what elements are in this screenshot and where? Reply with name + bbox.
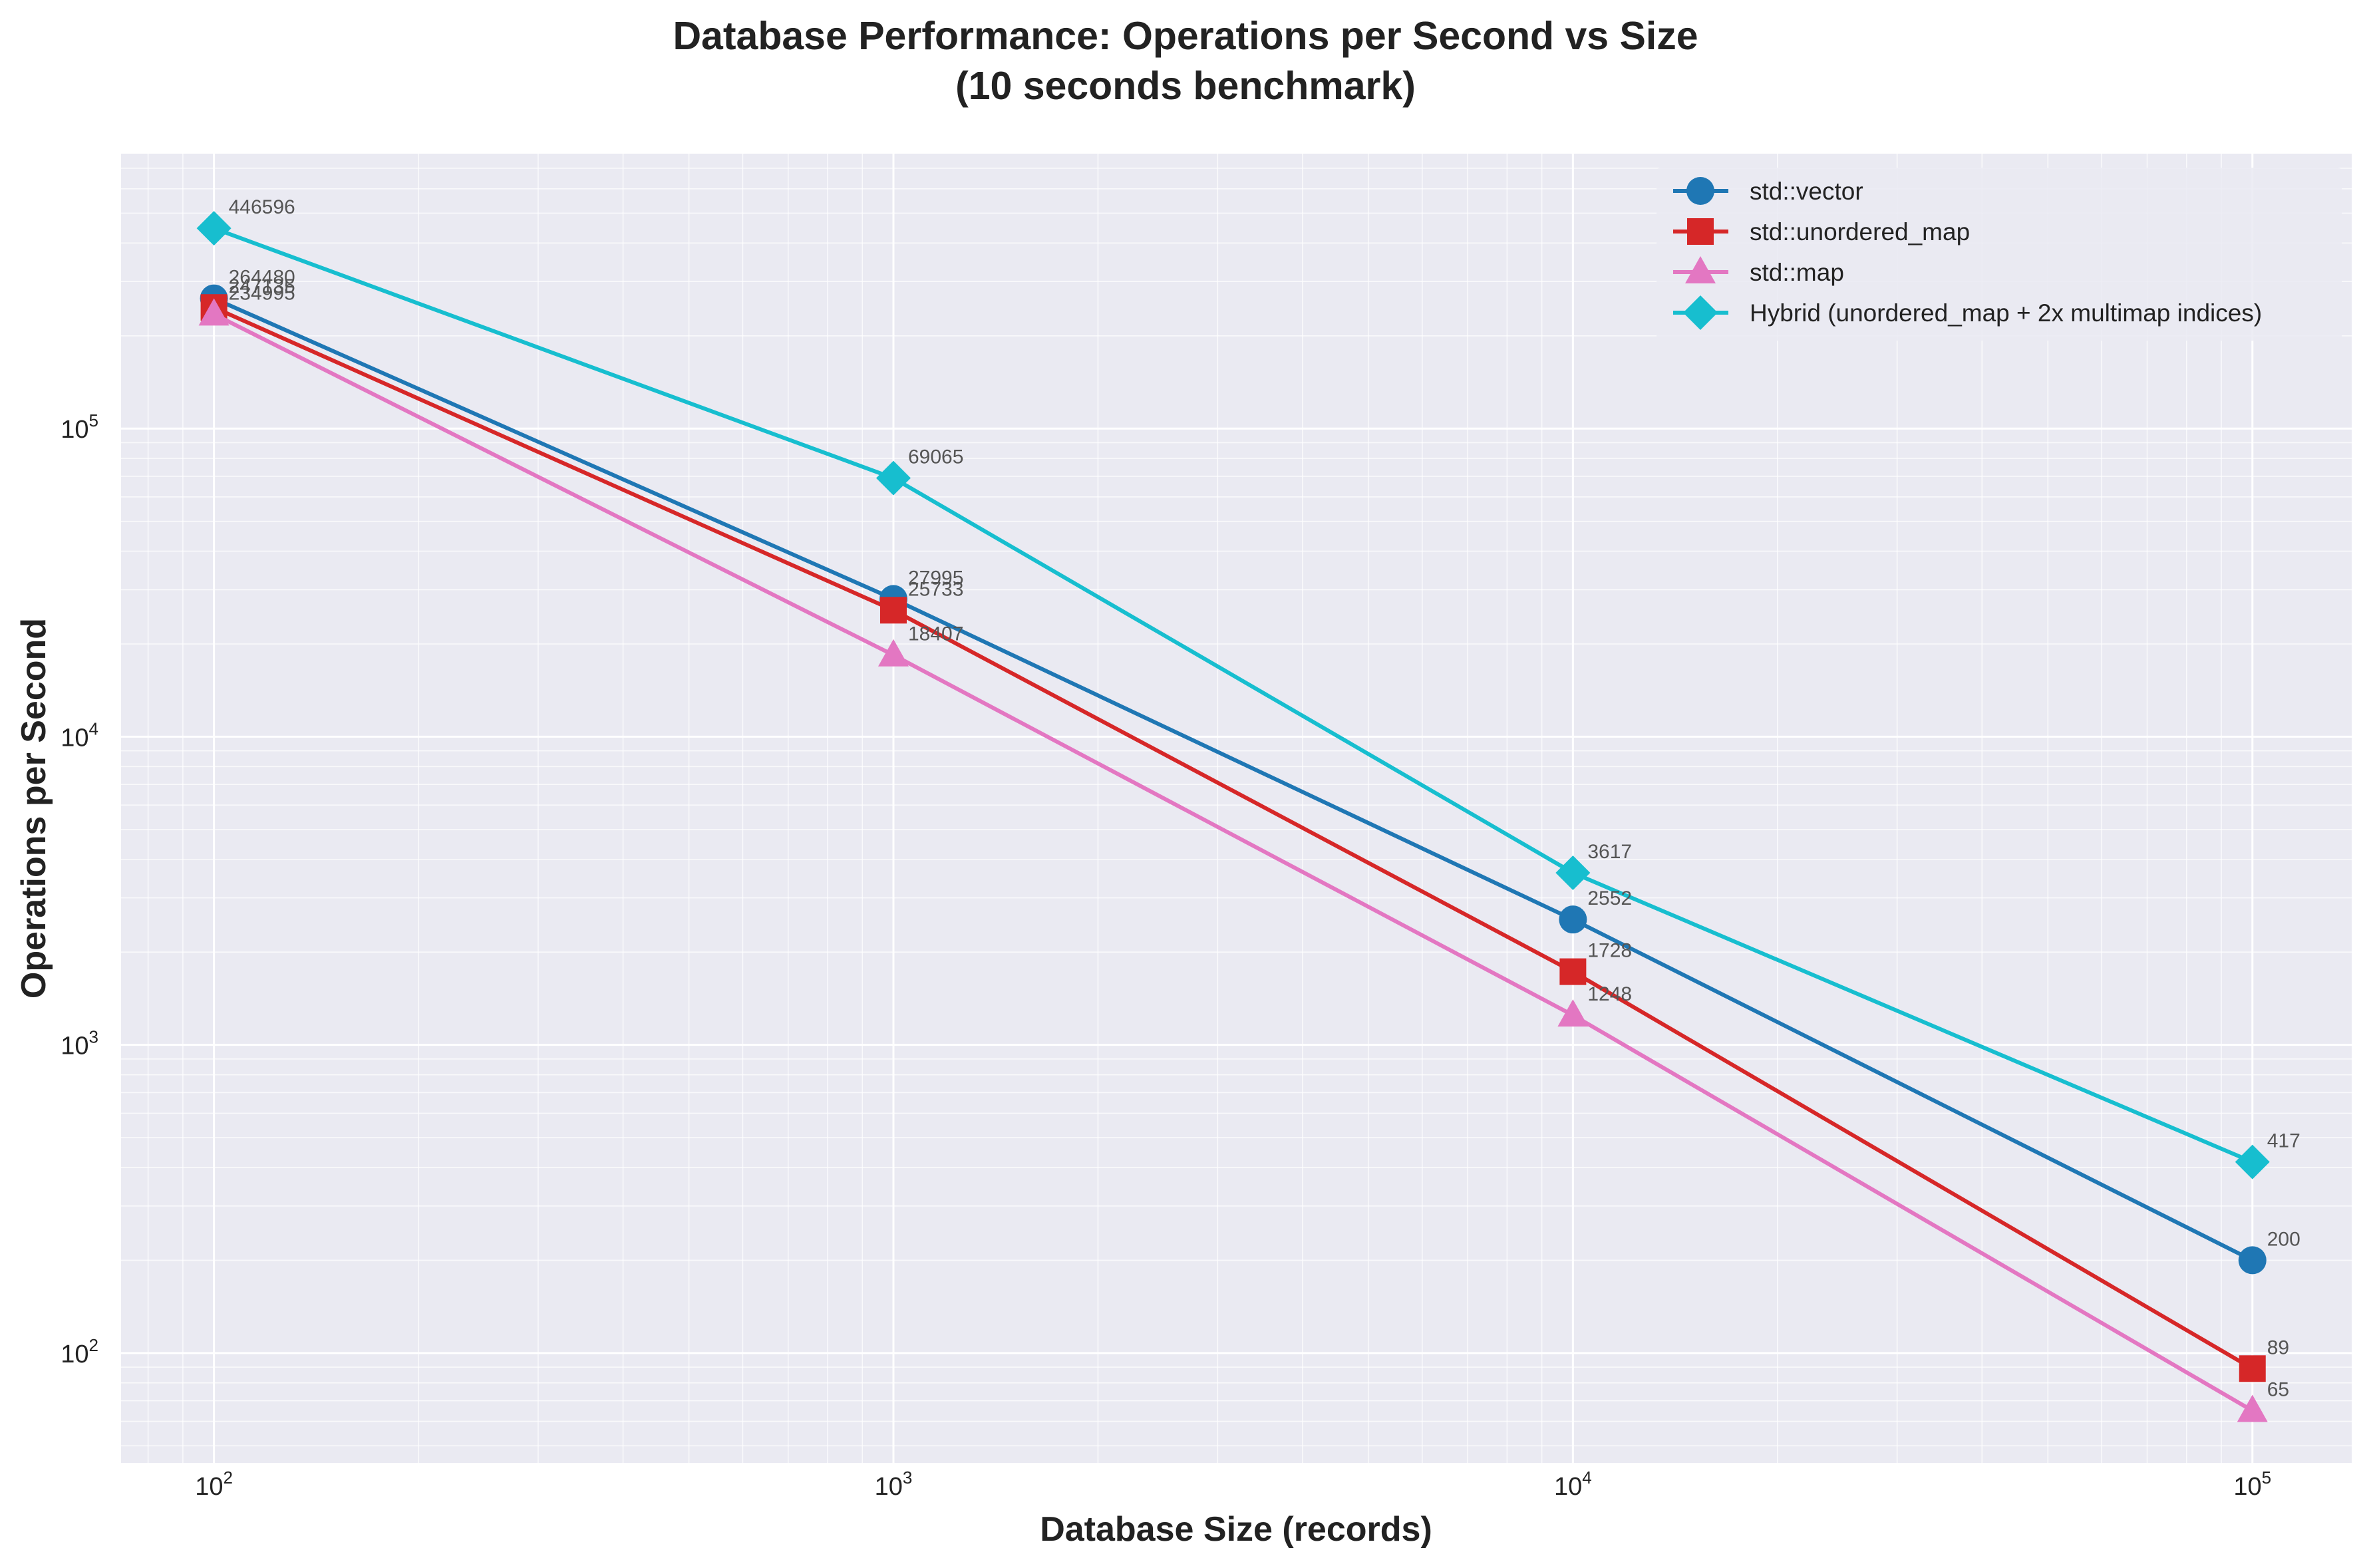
data-point-hybrid-unordered-map-2x-multimap-indices bbox=[1555, 856, 1591, 891]
data-point-hybrid-unordered-map-2x-multimap-indices bbox=[196, 211, 232, 246]
data-point-hybrid-unordered-map-2x-multimap-indices bbox=[2235, 1144, 2270, 1179]
data-point-std-map bbox=[2237, 1394, 2268, 1422]
data-label-std-map: 1248 bbox=[1587, 983, 1632, 1005]
data-label-hybrid-unordered-map-2x-multimap-indices: 69065 bbox=[908, 446, 963, 468]
legend-marker-hybrid-unordered-map-2x-multimap-indices bbox=[1683, 295, 1718, 330]
plot-area bbox=[121, 154, 2352, 1463]
series-line-std-map bbox=[213, 312, 2254, 1413]
legend-label-std-map: std::map bbox=[1750, 259, 1844, 286]
y-tick-label: 104 bbox=[61, 718, 98, 752]
y-tick-labels: 102 103 104 105 bbox=[61, 410, 98, 1368]
legend-marker-std-map bbox=[1685, 256, 1716, 283]
data-label-std-unordered-map: 247135 bbox=[229, 275, 295, 297]
data-label-std-unordered-map: 1728 bbox=[1587, 940, 1632, 962]
x-axis-label: Database Size (records) bbox=[1040, 1510, 1432, 1549]
data-label-std-map: 65 bbox=[2267, 1379, 2289, 1401]
legend-marker-std-unordered-map bbox=[1687, 218, 1714, 245]
series-line-hybrid-unordered-map-2x-multimap-indices bbox=[213, 226, 2253, 1164]
data-label-hybrid-unordered-map-2x-multimap-indices: 3617 bbox=[1587, 841, 1632, 863]
data-label-std-vector: 2552 bbox=[1587, 887, 1632, 909]
y-tick-label: 102 bbox=[61, 1335, 98, 1368]
data-point-std-vector bbox=[1559, 905, 1587, 934]
x-tick-label: 104 bbox=[1554, 1468, 1592, 1501]
series-line-std-vector bbox=[213, 296, 2254, 1263]
legend: std::vectorstd::unordered_mapstd::mapHyb… bbox=[1657, 168, 2342, 341]
data-label-std-map: 18407 bbox=[908, 623, 963, 645]
data-point-std-unordered-map bbox=[2239, 1355, 2266, 1382]
legend-label-std-unordered-map: std::unordered_map bbox=[1750, 218, 1970, 245]
legend-label-hybrid-unordered-map-2x-multimap-indices: Hybrid (unordered_map + 2x multimap indi… bbox=[1750, 299, 2262, 327]
x-tick-label: 102 bbox=[195, 1468, 233, 1501]
data-point-std-map bbox=[198, 298, 230, 326]
data-point-std-map bbox=[877, 639, 909, 667]
y-tick-label: 103 bbox=[61, 1027, 98, 1060]
chart-title: Database Performance: Operations per Sec… bbox=[673, 14, 1698, 58]
data-point-std-unordered-map bbox=[879, 597, 907, 624]
point-labels: 264480 27995 2552 200 247135 25733 1728 89 23499… bbox=[229, 196, 2300, 1400]
data-label-hybrid-unordered-map-2x-multimap-indices: 417 bbox=[2267, 1130, 2300, 1152]
data-label-std-map: 234995 bbox=[229, 282, 295, 304]
y-tick-label: 105 bbox=[61, 410, 98, 444]
data-point-std-unordered-map bbox=[1559, 958, 1587, 985]
legend-marker-std-vector bbox=[1686, 177, 1714, 205]
x-tick-label: 105 bbox=[2233, 1468, 2271, 1501]
data-point-std-vector bbox=[2238, 1246, 2267, 1275]
series-layer bbox=[196, 211, 2270, 1422]
y-axis-label: Operations per Second bbox=[15, 618, 53, 999]
x-tick-label: 103 bbox=[875, 1468, 913, 1501]
x-tick-labels: 102 103 104 105 bbox=[195, 1468, 2271, 1501]
series-line-std-unordered-map bbox=[213, 305, 2254, 1370]
data-label-std-unordered-map: 25733 bbox=[908, 578, 963, 600]
data-point-hybrid-unordered-map-2x-multimap-indices bbox=[875, 460, 911, 496]
data-label-hybrid-unordered-map-2x-multimap-indices: 446596 bbox=[229, 196, 295, 218]
data-label-std-vector: 200 bbox=[2267, 1228, 2300, 1250]
legend-label-std-vector: std::vector bbox=[1750, 178, 1863, 205]
data-label-std-vector: 264480 bbox=[229, 267, 295, 289]
chart-subtitle: (10 seconds benchmark) bbox=[955, 64, 1416, 108]
data-label-std-vector: 27995 bbox=[908, 567, 963, 589]
data-point-std-map bbox=[1557, 999, 1589, 1027]
data-label-std-unordered-map: 89 bbox=[2267, 1336, 2289, 1358]
grid-minor bbox=[121, 154, 2352, 1463]
legend-box bbox=[1657, 168, 2342, 341]
